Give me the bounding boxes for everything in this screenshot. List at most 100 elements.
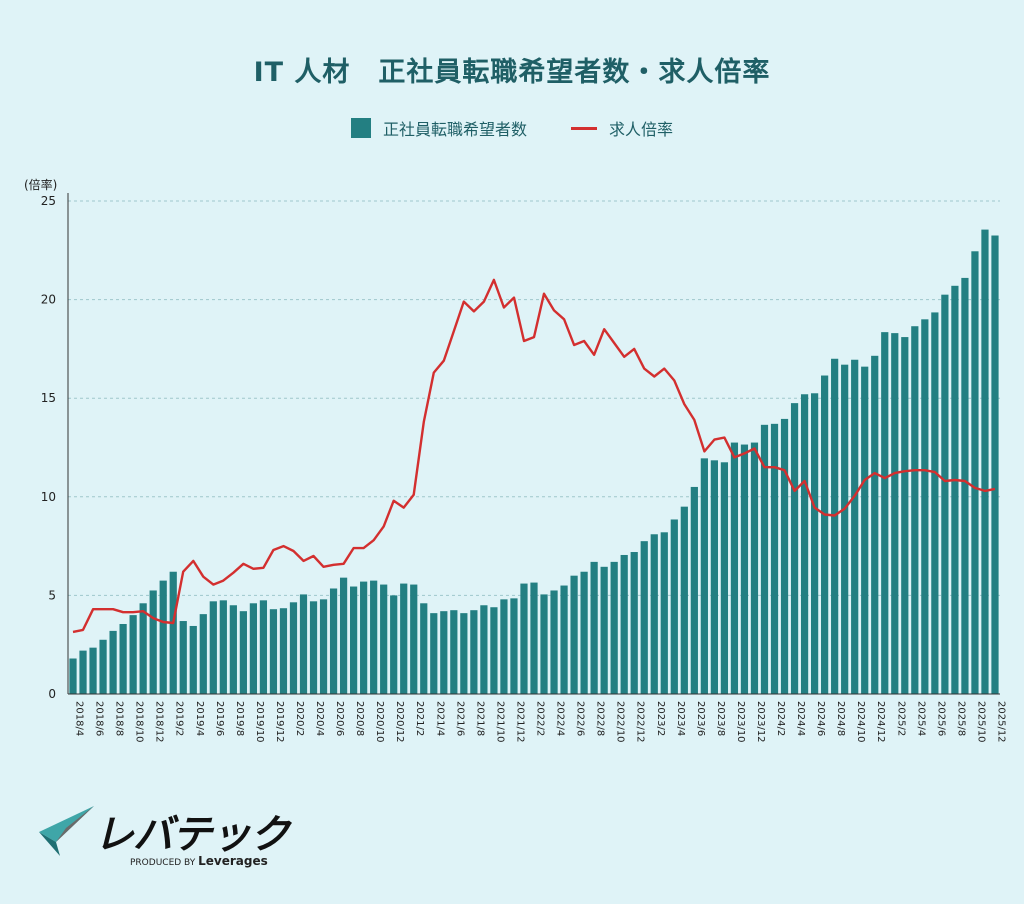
bar [971,251,979,694]
y-axis-unit-label: (倍率) [24,177,57,192]
bar [329,588,338,694]
legend-line-label: 求人倍率 [609,120,674,139]
bar [941,294,949,694]
bar [299,594,308,694]
bar [440,611,448,694]
bar [199,614,207,694]
bar [209,601,217,694]
y-tick-label: 15 [41,391,56,405]
bar [931,312,939,694]
bar [89,647,97,694]
x-tick-label: 2024/8 [835,701,846,736]
bar [530,582,538,694]
x-tick-label: 2020/6 [334,701,345,736]
x-tick-label: 2021/4 [434,701,445,736]
bar [851,359,859,694]
bar [129,615,137,694]
bar [720,462,729,694]
bar [590,561,598,694]
bar [139,603,147,694]
x-tick-label: 2018/12 [154,701,165,743]
x-tick-label: 2020/8 [354,701,365,736]
produced-by-text: PRODUCED BY [130,858,196,868]
bar [951,285,959,694]
bar [319,599,328,694]
x-tick-label: 2022/8 [595,701,606,736]
bar [861,366,869,694]
bar [309,601,318,694]
bar [650,534,658,694]
bar [891,333,899,694]
bar [390,595,398,694]
bar [670,519,678,694]
bar [149,590,157,694]
bar [991,235,999,694]
legend-item-line: 求人倍率 [571,116,673,140]
bar [229,605,237,694]
x-tick-label: 2024/12 [875,701,886,743]
x-tick-label: 2021/10 [494,701,505,743]
x-tick-label: 2020/10 [374,701,385,743]
bar [610,561,618,694]
bar [410,584,418,694]
bar [630,552,638,694]
bar [500,599,508,694]
x-tick-label: 2022/4 [555,701,566,736]
bar [79,650,87,694]
x-tick-label: 2021/8 [474,701,485,736]
chart-legend: 正社員転職希望者数 求人倍率 [0,116,1024,140]
legend-line-swatch [571,126,597,130]
bar [760,424,769,694]
bar [560,585,568,694]
bar [339,577,348,694]
bar [640,541,648,694]
bar [169,571,177,694]
bar [660,532,668,694]
x-tick-label: 2020/4 [314,701,325,736]
bar [700,458,708,694]
x-tick-label: 2022/12 [635,701,646,743]
x-tick-label: 2022/10 [615,701,626,743]
y-tick-label: 10 [41,490,56,504]
x-tick-label: 2022/2 [535,701,546,736]
x-tick-label: 2023/10 [735,701,746,743]
bar [841,364,849,694]
bar [109,630,117,694]
bar [730,442,739,694]
x-tick-label: 2018/8 [114,701,125,736]
bar [249,603,258,694]
bar [470,610,478,694]
bar [780,418,789,694]
x-tick-label: 2018/10 [134,701,145,743]
x-tick-label: 2023/2 [655,701,666,736]
legend-bar-swatch [350,118,371,138]
bar [800,394,809,694]
x-tick-label: 2019/8 [234,701,245,736]
bar [420,603,428,694]
x-tick-label: 2018/4 [74,701,85,736]
bar [460,613,468,694]
bar [921,319,929,694]
x-tick-label: 2025/2 [895,701,906,736]
x-tick-label: 2023/6 [695,701,706,736]
bar [189,625,197,694]
bar [821,375,829,694]
x-tick-label: 2020/12 [394,701,405,743]
bar [279,608,288,694]
y-tick-label: 25 [41,194,56,208]
x-tick-label: 2025/4 [915,701,926,736]
bar [490,607,498,694]
bar [159,580,167,694]
bar-series [69,229,999,694]
bar [580,571,588,694]
bar [911,326,919,694]
x-tick-label: 2024/10 [855,701,866,743]
bar [680,506,688,694]
x-tick-label: 2019/10 [254,701,265,743]
bar [770,423,779,694]
chart-title: IT 人材 正社員転職希望者数・求人倍率 [253,57,771,88]
bar [380,584,388,694]
bar [510,598,518,694]
bar [370,580,378,694]
